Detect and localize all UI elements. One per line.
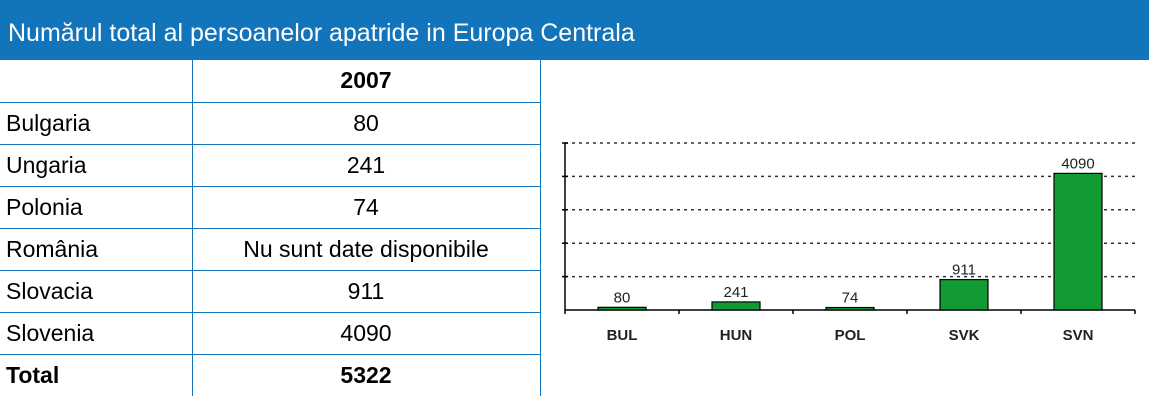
row: Slovacia 911 xyxy=(0,269,541,313)
cell: 74 xyxy=(191,185,541,229)
title-bar: Numărul total al persoanelor apatride in… xyxy=(0,0,1149,60)
cell: Slovenia xyxy=(0,311,193,355)
row: România Nu sunt date disponibile xyxy=(0,227,541,271)
bar xyxy=(1053,172,1103,311)
cell: 911 xyxy=(191,269,541,313)
x-tick-label: SVK xyxy=(949,327,980,344)
cell: Nu sunt date disponibile xyxy=(191,227,541,271)
data-label: 4090 xyxy=(1061,155,1094,172)
total-row: Total 5322 xyxy=(0,353,541,396)
row: Slovenia 4090 xyxy=(0,311,541,355)
data-label: 74 xyxy=(842,290,859,307)
data-table: 2007 Bulgaria 80 Ungaria 241 Polonia 74 Români… xyxy=(0,60,541,396)
cell: Ungaria xyxy=(0,143,193,187)
bar xyxy=(939,278,989,311)
x-tick-label: HUN xyxy=(720,327,753,344)
cell: 5322 xyxy=(191,353,541,396)
bar xyxy=(825,306,875,311)
cell: Polonia xyxy=(0,185,193,229)
data-label: 80 xyxy=(614,289,631,306)
data-label: 911 xyxy=(952,262,976,279)
x-tick-label: SVN xyxy=(1063,327,1094,344)
cell xyxy=(0,60,193,103)
bar xyxy=(711,301,761,311)
x-tick-label: BUL xyxy=(607,327,638,344)
x-tick-label: POL xyxy=(835,327,866,344)
bar xyxy=(597,306,647,311)
row: Polonia 74 xyxy=(0,185,541,229)
data-label: 241 xyxy=(723,284,748,301)
table-body: 2007 Bulgaria 80 Ungaria 241 Polonia 74 Români… xyxy=(0,60,541,396)
